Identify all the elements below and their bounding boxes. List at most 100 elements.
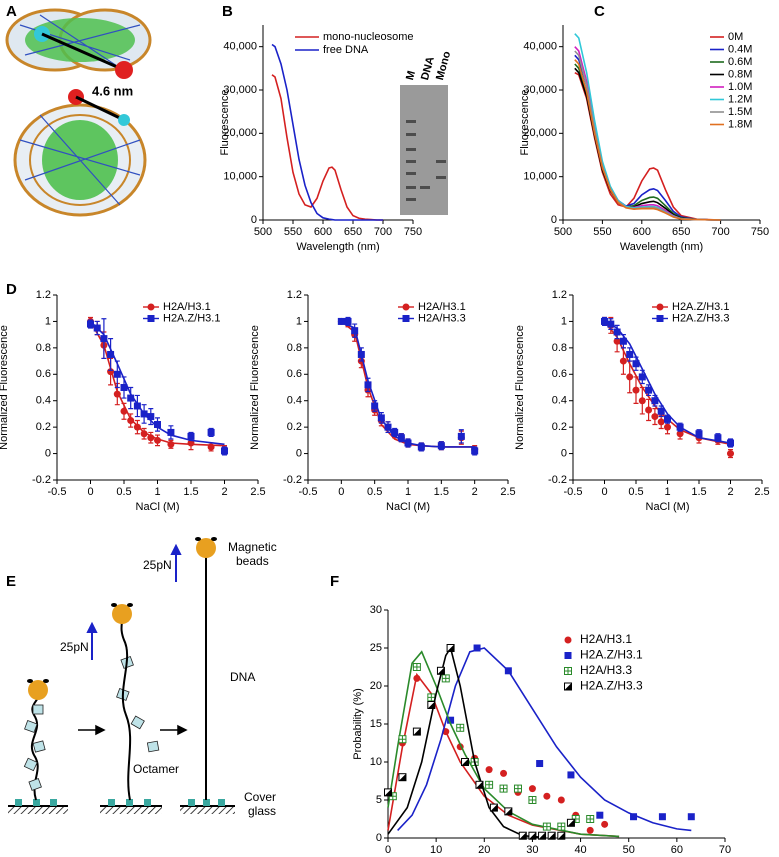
legend-label: 0M	[728, 31, 743, 43]
marker-shape	[398, 773, 406, 781]
x-tick-label: -0.5	[299, 486, 318, 498]
data-point	[638, 373, 646, 381]
data-point	[147, 434, 155, 442]
marker-shape	[651, 413, 659, 421]
gel-lane-label: Mono	[434, 50, 453, 82]
marker-shape	[207, 443, 215, 451]
marker-shape	[417, 443, 425, 451]
marker-shape	[695, 430, 703, 438]
y-tick-label: 0.4	[552, 395, 567, 407]
data-point	[504, 807, 513, 816]
marker-shape	[397, 434, 405, 442]
data-point	[120, 407, 128, 415]
data-point	[485, 766, 493, 774]
marker-shape	[473, 644, 481, 652]
marker-shape	[133, 402, 141, 410]
marker-shape	[607, 320, 615, 328]
marker-shape	[664, 423, 671, 431]
marker-shape	[727, 439, 734, 447]
y-tick-label: 1	[561, 315, 567, 327]
marker-shape	[543, 792, 551, 800]
data-point	[475, 780, 484, 789]
marker-shape	[391, 428, 399, 436]
data-point	[528, 796, 537, 804]
data-point	[500, 769, 508, 777]
x-tick-label: 20	[478, 844, 490, 856]
marker-shape	[638, 397, 646, 405]
legend-marker	[147, 303, 155, 311]
marker-shape	[714, 434, 722, 442]
data-point	[371, 402, 379, 410]
marker-shape	[601, 820, 609, 828]
marker-shape	[519, 832, 527, 840]
x-tick-label: 500	[554, 226, 572, 238]
series-line	[574, 33, 721, 221]
data-point	[133, 402, 141, 410]
legend-label: 0.4M	[728, 43, 752, 55]
y-tick-label: 40,000	[523, 41, 557, 53]
data-point	[504, 667, 512, 675]
data-point	[567, 771, 575, 779]
marker-shape	[344, 317, 352, 325]
marker-shape	[632, 360, 640, 368]
y-tick-label: -0.2	[548, 474, 567, 486]
marker-shape	[557, 823, 565, 831]
data-point	[513, 784, 522, 793]
x-axis-label: NaCl (M)	[646, 501, 690, 513]
marker-shape	[630, 813, 638, 821]
data-point	[489, 803, 498, 812]
diagram-label: Octamer	[133, 762, 179, 776]
marker-shape	[536, 760, 544, 768]
marker-shape	[413, 674, 421, 682]
marker-shape	[357, 350, 365, 358]
marker-shape	[638, 373, 646, 381]
marker-shape	[456, 724, 464, 732]
data-point	[93, 324, 101, 332]
x-tick-label: -0.5	[564, 486, 583, 498]
marker-shape	[564, 683, 572, 690]
fit-line	[340, 320, 475, 448]
marker-shape	[413, 728, 421, 736]
x-tick-label: 0.5	[116, 486, 131, 498]
y-tick-label: 20,000	[523, 127, 557, 139]
fit-line	[340, 320, 475, 448]
marker-shape	[207, 428, 215, 436]
legend-marker	[402, 315, 410, 322]
y-tick-label: 30,000	[223, 84, 257, 96]
data-point	[658, 813, 666, 821]
legend-marker	[656, 315, 664, 322]
x-tick-label: 700	[711, 226, 729, 238]
x-tick-label: 10	[430, 844, 442, 856]
marker-shape	[657, 418, 665, 426]
marker-shape	[626, 373, 634, 381]
y-tick-label: 0	[561, 447, 567, 459]
x-tick-label: 650	[672, 226, 690, 238]
y-tick-label: 0.2	[36, 421, 51, 433]
marker-shape	[133, 423, 141, 431]
marker-shape	[557, 832, 565, 840]
marker-shape	[364, 381, 372, 389]
x-tick-label: 750	[751, 226, 769, 238]
y-tick-label: 10,000	[223, 171, 257, 183]
data-point	[547, 831, 556, 840]
data-point	[187, 432, 195, 440]
panel-label: E	[6, 573, 16, 590]
legend-label: H2A.Z/H3.1	[580, 648, 643, 662]
legend-label: 0.6M	[728, 56, 752, 68]
data-point	[127, 394, 135, 402]
fit-line	[387, 650, 620, 838]
x-tick-label: 600	[633, 226, 651, 238]
y-tick-label: 1.2	[287, 289, 302, 301]
marker-shape	[528, 832, 536, 840]
marker-shape	[398, 735, 406, 743]
data-point	[601, 317, 608, 325]
marker-shape	[613, 337, 621, 345]
data-point	[542, 822, 551, 831]
y-tick-label: -0.2	[283, 474, 302, 486]
marker-shape	[613, 328, 621, 336]
gel-band	[406, 120, 416, 123]
data-point	[221, 447, 228, 455]
legend-marker	[402, 303, 410, 311]
data-point	[471, 447, 479, 455]
